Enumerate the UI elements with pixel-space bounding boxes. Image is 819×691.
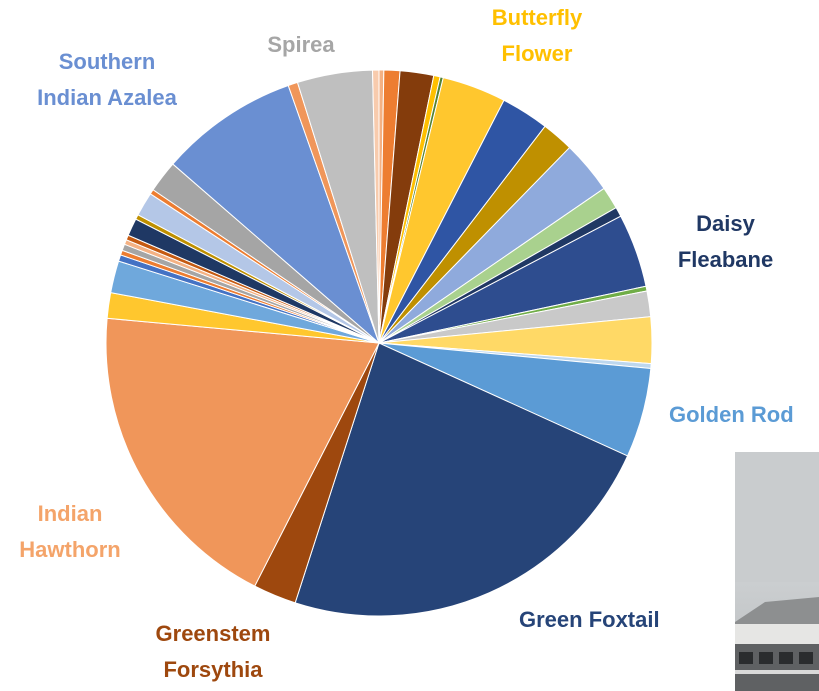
label-daisy-fleabane: Daisy Fleabane — [677, 211, 774, 272]
pie-slice-32 — [172, 84, 381, 345]
label-golden-rod: Golden Rod — [669, 402, 794, 427]
label-spirea: Spirea — [267, 32, 335, 57]
label-indian-hawthorn: Indian Hawthorn — [19, 501, 121, 562]
building-photo — [735, 452, 819, 691]
label-butterfly-flower: Butterfly Flower — [491, 5, 583, 66]
pie-slices — [105, 69, 653, 617]
pie-slice-35 — [371, 69, 380, 344]
label-green-foxtail: Green Foxtail — [519, 607, 660, 632]
label-southern-indian-azalea: Southern Indian Azalea — [37, 49, 177, 110]
pie-slice-17 — [294, 342, 629, 617]
pie-slice-19 — [105, 317, 380, 587]
label-greenstem-forsythia: Greenstem Forsythia — [155, 621, 271, 682]
